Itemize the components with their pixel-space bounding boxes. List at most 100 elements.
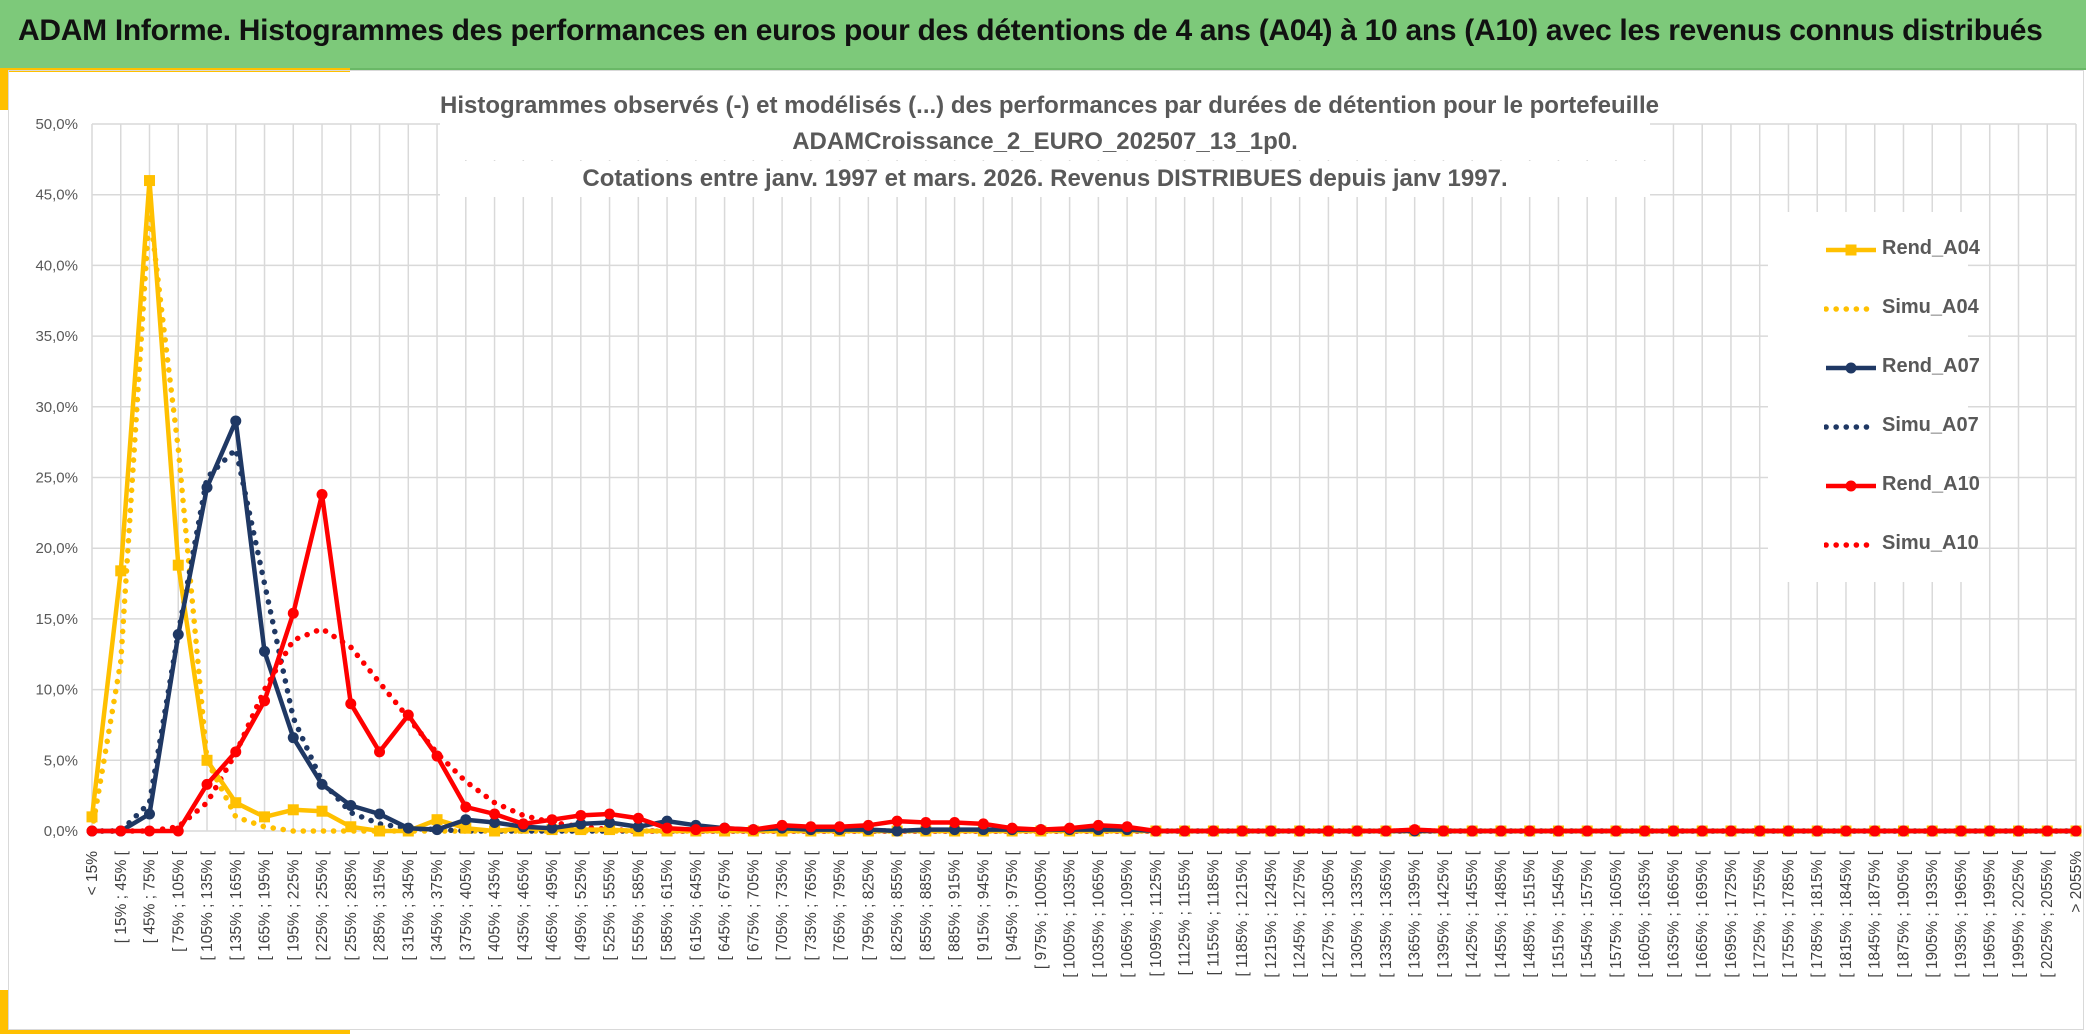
data-point-Rend_A10 <box>1782 825 1794 837</box>
data-point-Rend_A10 <box>230 746 242 758</box>
x-tick-label: [ 345% ; 375% [ <box>429 850 446 960</box>
data-point-Rend_A10 <box>517 818 529 830</box>
legend-swatch <box>1824 424 1879 430</box>
data-point-Rend_A07 <box>259 645 271 657</box>
data-point-Rend_A07 <box>891 825 903 837</box>
x-tick-label: [ 1125% ; 1155% [ <box>1177 850 1194 975</box>
x-tick-label: [ 585% ; 615% [ <box>659 850 676 960</box>
data-point-Rend_A07 <box>172 628 184 640</box>
x-tick-label: [ 1575% ; 1605% [ <box>1608 850 1625 977</box>
x-tick-label: [ 315% ; 345% [ <box>400 850 417 960</box>
x-tick-label: [ 375% ; 405% [ <box>458 850 475 960</box>
data-point-Rend_A10 <box>862 819 874 831</box>
data-point-Rend_A04 <box>230 797 242 809</box>
data-point-Rend_A10 <box>1380 825 1392 837</box>
x-tick-label: [ 1365% ; 1395% [ <box>1407 850 1424 977</box>
y-tick-label: 40,0% <box>35 257 78 274</box>
data-point-Rend_A07 <box>345 800 357 812</box>
data-point-Rend_A07 <box>604 817 616 829</box>
data-point-Rend_A10 <box>1754 825 1766 837</box>
data-point-Rend_A10 <box>316 488 328 500</box>
data-point-Rend_A10 <box>1667 825 1679 837</box>
data-point-Rend_A10 <box>1552 825 1564 837</box>
x-tick-label: [ 645% ; 675% [ <box>717 850 734 960</box>
chart-title-line-2: ADAMCroissance_2_EURO_202507_13_1p0. <box>440 124 1650 160</box>
data-point-Rend_A07 <box>287 732 299 744</box>
data-point-Rend_A10 <box>1581 825 1593 837</box>
x-tick-label: [ 1695% ; 1725% [ <box>1723 850 1740 977</box>
y-tick-label: 5,0% <box>44 752 78 769</box>
x-tick-label: [ 975% ; 1005% [ <box>1033 850 1050 969</box>
legend-swatch <box>1826 480 1876 492</box>
y-tick-label: 0,0% <box>44 823 78 840</box>
report-banner: ADAM Informe. Histogrammes des performan… <box>0 0 2086 70</box>
x-tick-label: [ 1635% ; 1665% [ <box>1665 850 1682 977</box>
data-point-Rend_A07 <box>489 817 501 829</box>
data-point-Rend_A07 <box>460 814 472 826</box>
data-point-Rend_A04 <box>172 559 184 571</box>
x-tick-label: [ 1995% ; 2025% [ <box>2010 850 2027 977</box>
x-tick-label: [ 1755% ; 1785% [ <box>1780 850 1797 977</box>
x-tick-label: [ 405% ; 435% [ <box>487 850 504 960</box>
legend-item-Rend_A10: Rend_A10 <box>1768 466 1980 506</box>
x-tick-label: [ 1395% ; 1425% [ <box>1435 850 1452 977</box>
data-point-Rend_A10 <box>2070 825 2082 837</box>
data-point-Rend_A10 <box>1437 825 1449 837</box>
accent-bar-top-vertical <box>0 68 8 110</box>
x-tick-label: [ 1095% ; 1125% [ <box>1148 850 1165 976</box>
data-point-Rend_A07 <box>316 778 328 790</box>
x-tick-label: [ 915% ; 945% [ <box>975 850 992 960</box>
x-tick-label: [ 615% ; 645% [ <box>688 850 705 960</box>
x-tick-label: [ 855% ; 885% [ <box>918 850 935 960</box>
x-tick-label: [ 1275% ; 1305% [ <box>1320 850 1337 977</box>
x-tick-label: [ 1245% ; 1275% [ <box>1292 850 1309 977</box>
data-point-Rend_A10 <box>201 778 213 790</box>
data-point-Rend_A10 <box>2012 825 2024 837</box>
data-point-Rend_A10 <box>115 825 127 837</box>
x-tick-label: [ 285% ; 315% [ <box>372 850 389 960</box>
data-point-Rend_A10 <box>604 808 616 820</box>
data-point-Rend_A10 <box>259 695 271 707</box>
x-tick-label: [ 705% ; 735% [ <box>774 850 791 960</box>
data-point-Rend_A10 <box>719 822 731 834</box>
data-point-Rend_A07 <box>201 481 213 493</box>
data-point-Rend_A10 <box>1466 825 1478 837</box>
data-point-Rend_A10 <box>1236 825 1248 837</box>
legend-label: Simu_A07 <box>1882 414 1979 436</box>
data-point-Rend_A04 <box>374 825 386 837</box>
x-tick-label: [ 75% ; 105% [ <box>170 850 187 952</box>
data-point-Rend_A10 <box>776 819 788 831</box>
y-tick-label: 45,0% <box>35 187 78 204</box>
x-tick-label: [ 1785% ; 1815% [ <box>1809 850 1826 977</box>
legend-item-Simu_A07: Simu_A07 <box>1768 407 1979 447</box>
data-point-Rend_A04 <box>201 754 213 766</box>
data-point-Rend_A07 <box>431 824 443 836</box>
data-point-Rend_A10 <box>374 746 386 758</box>
data-point-Rend_A10 <box>1322 825 1334 837</box>
x-tick-label: [ 1035% ; 1065% [ <box>1090 850 1107 977</box>
x-tick-label: [ 1155% ; 1185% [ <box>1205 850 1222 975</box>
x-tick-label: [ 1815% ; 1845% [ <box>1838 850 1855 977</box>
data-point-Rend_A10 <box>402 709 414 721</box>
x-tick-label: [ 735% ; 765% [ <box>803 850 820 960</box>
accent-bar-bottom-vertical <box>0 990 8 1034</box>
legend-label: Rend_A10 <box>1882 473 1980 495</box>
data-point-Rend_A10 <box>172 825 184 837</box>
data-point-Rend_A10 <box>546 814 558 826</box>
x-tick-label: [ 1215% ; 1245% [ <box>1263 850 1280 977</box>
x-tick-label: [ 465% ; 495% [ <box>544 850 561 960</box>
data-point-Rend_A10 <box>1150 825 1162 837</box>
data-point-Rend_A04 <box>115 565 127 577</box>
x-tick-label: [ 1725% ; 1755% [ <box>1752 850 1769 977</box>
data-point-Rend_A10 <box>949 817 961 829</box>
x-tick-label: [ 765% ; 795% [ <box>832 850 849 960</box>
legend-marker <box>1845 244 1857 256</box>
data-point-Rend_A10 <box>1840 825 1852 837</box>
data-point-Rend_A10 <box>2041 825 2053 837</box>
data-point-Rend_A10 <box>1207 825 1219 837</box>
data-point-Rend_A10 <box>690 824 702 836</box>
data-point-Rend_A04 <box>431 814 443 826</box>
data-point-Rend_A04 <box>259 811 271 823</box>
x-tick-label: [ 885% ; 915% [ <box>947 850 964 960</box>
data-point-Rend_A10 <box>1351 825 1363 837</box>
